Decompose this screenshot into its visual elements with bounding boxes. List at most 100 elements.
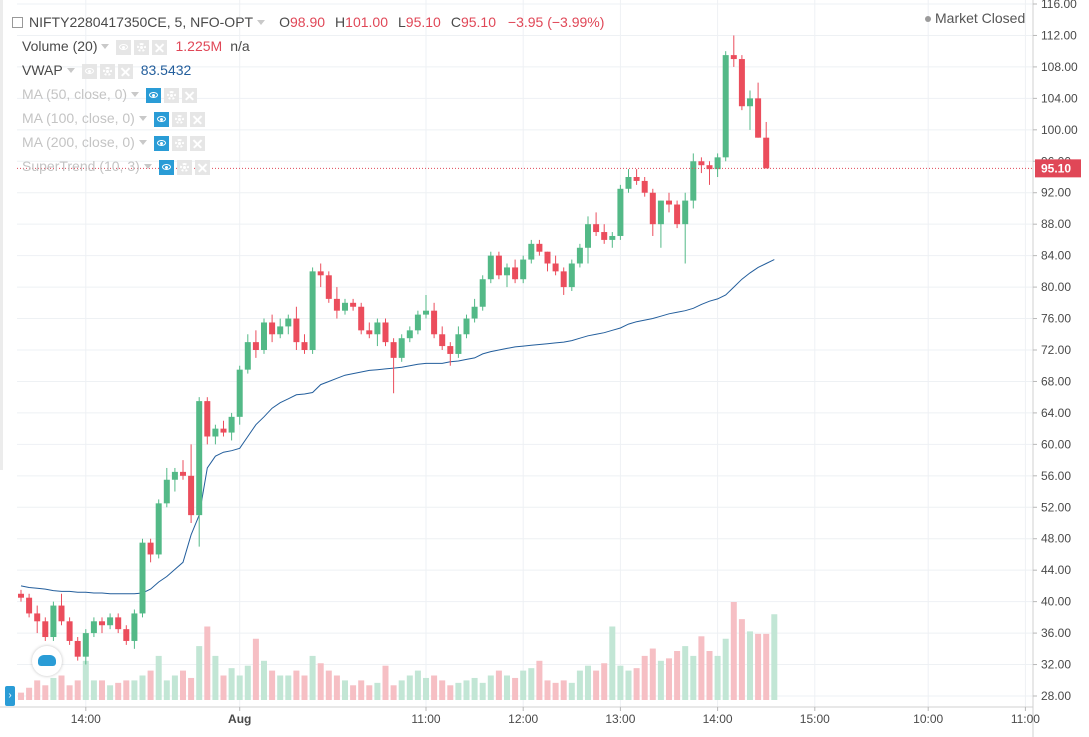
- gear-icon[interactable]: [171, 111, 187, 127]
- candle-body: [204, 401, 211, 437]
- candle-body: [180, 471, 186, 476]
- y-tick-label: 28.00: [1041, 689, 1071, 703]
- y-tick-label: 84.00: [1041, 249, 1071, 263]
- indicator-name[interactable]: MA (100, close, 0): [22, 110, 135, 126]
- volume-bar: [74, 680, 81, 700]
- candle-body: [171, 471, 178, 480]
- status-dot-icon: [925, 16, 931, 23]
- candle-body: [390, 342, 397, 358]
- eye-icon[interactable]: [153, 111, 169, 127]
- volume-bar: [244, 665, 251, 700]
- tradingview-logo[interactable]: [32, 646, 62, 676]
- y-tick-label: 104.00: [1041, 91, 1078, 105]
- ohlc-key-o: O: [279, 14, 290, 30]
- y-tick-label: 88.00: [1041, 217, 1071, 231]
- candle-body: [633, 177, 640, 181]
- candle-body: [455, 334, 462, 354]
- collapse-icon[interactable]: [12, 16, 23, 28]
- volume-bar: [682, 646, 689, 700]
- volume-bar: [633, 668, 640, 700]
- symbol-label[interactable]: NIFTY2280417350CE, 5, NFO-OPT: [29, 14, 254, 30]
- gear-icon[interactable]: [164, 87, 180, 103]
- volume-bar: [333, 675, 340, 700]
- volume-bar: [414, 670, 421, 700]
- chevron-down-icon[interactable]: [143, 163, 152, 169]
- volume-bar: [90, 680, 97, 700]
- indicator-row[interactable]: MA (200, close, 0): [22, 132, 205, 152]
- candle-body: [82, 633, 89, 657]
- x-tick-label: 11:00: [411, 712, 440, 726]
- candle-body: [34, 613, 41, 622]
- indicator-row[interactable]: Volume (20) 1.225M n/a: [22, 36, 250, 56]
- close-icon[interactable]: [117, 63, 133, 79]
- eye-icon[interactable]: [116, 39, 132, 55]
- gear-icon[interactable]: [171, 135, 187, 151]
- gear-icon[interactable]: [134, 39, 150, 55]
- volume-bar: [212, 655, 219, 700]
- scroll-left-handle[interactable]: ›: [5, 686, 15, 706]
- volume-bar: [317, 663, 324, 700]
- y-tick-label: 80.00: [1041, 280, 1071, 294]
- volume-bar: [131, 680, 138, 700]
- candle-body: [617, 188, 624, 236]
- volume-bar: [34, 680, 41, 700]
- volume-bar: [528, 668, 535, 700]
- ohlc-value-h: 101.00: [345, 14, 388, 30]
- volume-bar: [382, 665, 389, 700]
- candle-body: [358, 306, 365, 331]
- market-status-text: Market Closed: [935, 10, 1026, 26]
- left-scroll-track[interactable]: [0, 0, 3, 470]
- eye-icon[interactable]: [81, 63, 97, 79]
- y-tick-label: 76.00: [1041, 312, 1071, 326]
- ohlc-values: O98.90 H101.00 L95.10 C95.10: [269, 14, 496, 30]
- close-icon[interactable]: [189, 135, 205, 151]
- chevron-down-icon[interactable]: [138, 139, 147, 145]
- candle-body: [212, 428, 219, 437]
- candle-body: [414, 314, 421, 331]
- indicator-extra: n/a: [230, 38, 250, 54]
- volume-bar: [504, 675, 510, 700]
- y-tick-label: 64.00: [1041, 406, 1071, 420]
- chevron-down-icon[interactable]: [257, 19, 266, 25]
- indicator-row[interactable]: MA (100, close, 0): [22, 108, 205, 128]
- chevron-down-icon[interactable]: [138, 115, 147, 121]
- indicator-name[interactable]: MA (50, close, 0): [22, 86, 128, 102]
- candle-body: [269, 322, 276, 335]
- last-price-label: 95.10: [1041, 161, 1071, 175]
- volume-bar: [139, 675, 146, 700]
- indicator-name[interactable]: SuperTrend (10, 3): [22, 158, 140, 174]
- volume-bar: [601, 663, 608, 700]
- volume-bar: [487, 675, 494, 700]
- volume-bar: [18, 692, 24, 700]
- indicator-row[interactable]: SuperTrend (10, 3): [22, 156, 210, 176]
- indicator-name[interactable]: MA (200, close, 0): [22, 134, 135, 150]
- volume-bar: [350, 685, 357, 700]
- indicator-row[interactable]: VWAP 83.5432: [22, 60, 191, 80]
- indicator-row[interactable]: MA (50, close, 0): [22, 84, 198, 104]
- candle-body: [163, 479, 170, 504]
- gear-icon[interactable]: [176, 159, 192, 175]
- chevron-down-icon[interactable]: [66, 67, 75, 73]
- ohlc-value-c: 95.10: [460, 14, 496, 30]
- indicator-name[interactable]: VWAP: [22, 62, 63, 78]
- candle-body: [99, 621, 105, 626]
- eye-icon[interactable]: [158, 159, 174, 175]
- close-icon[interactable]: [182, 87, 198, 103]
- volume-bar: [309, 655, 316, 700]
- close-icon[interactable]: [152, 39, 168, 55]
- close-icon[interactable]: [189, 111, 205, 127]
- chevron-down-icon[interactable]: [131, 91, 140, 97]
- gear-icon[interactable]: [99, 63, 115, 79]
- close-icon[interactable]: [194, 159, 210, 175]
- volume-bar: [763, 633, 770, 700]
- y-tick-label: 68.00: [1041, 374, 1071, 388]
- eye-icon[interactable]: [146, 87, 162, 103]
- indicator-name[interactable]: Volume (20): [22, 38, 98, 54]
- chevron-down-icon[interactable]: [101, 43, 110, 49]
- volume-bar: [585, 665, 591, 700]
- eye-icon[interactable]: [153, 135, 169, 151]
- volume-bar: [593, 670, 600, 700]
- volume-bar: [771, 614, 778, 700]
